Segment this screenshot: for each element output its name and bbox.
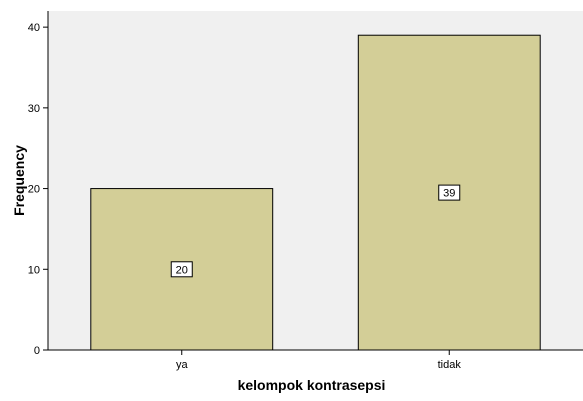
y-tick-label: 20 bbox=[28, 184, 40, 196]
y-tick-label: 30 bbox=[28, 103, 40, 115]
data-label-tidak: 39 bbox=[443, 188, 455, 200]
y-axis-ticks: 0 10 20 30 40 bbox=[28, 22, 48, 357]
y-axis-title: Frequency bbox=[11, 145, 27, 216]
y-tick-label: 10 bbox=[28, 264, 40, 276]
y-tick-label: 0 bbox=[34, 345, 40, 357]
data-label-ya: 20 bbox=[176, 264, 188, 276]
x-tick-label: ya bbox=[176, 359, 189, 371]
data-label-box bbox=[438, 184, 461, 201]
x-axis-ticks: ya tidak bbox=[176, 350, 461, 371]
x-tick-label: tidak bbox=[438, 359, 462, 371]
x-axis-title: kelompok kontrasepsi bbox=[238, 377, 386, 393]
y-tick-label: 40 bbox=[28, 22, 40, 34]
data-label-box bbox=[170, 261, 193, 278]
